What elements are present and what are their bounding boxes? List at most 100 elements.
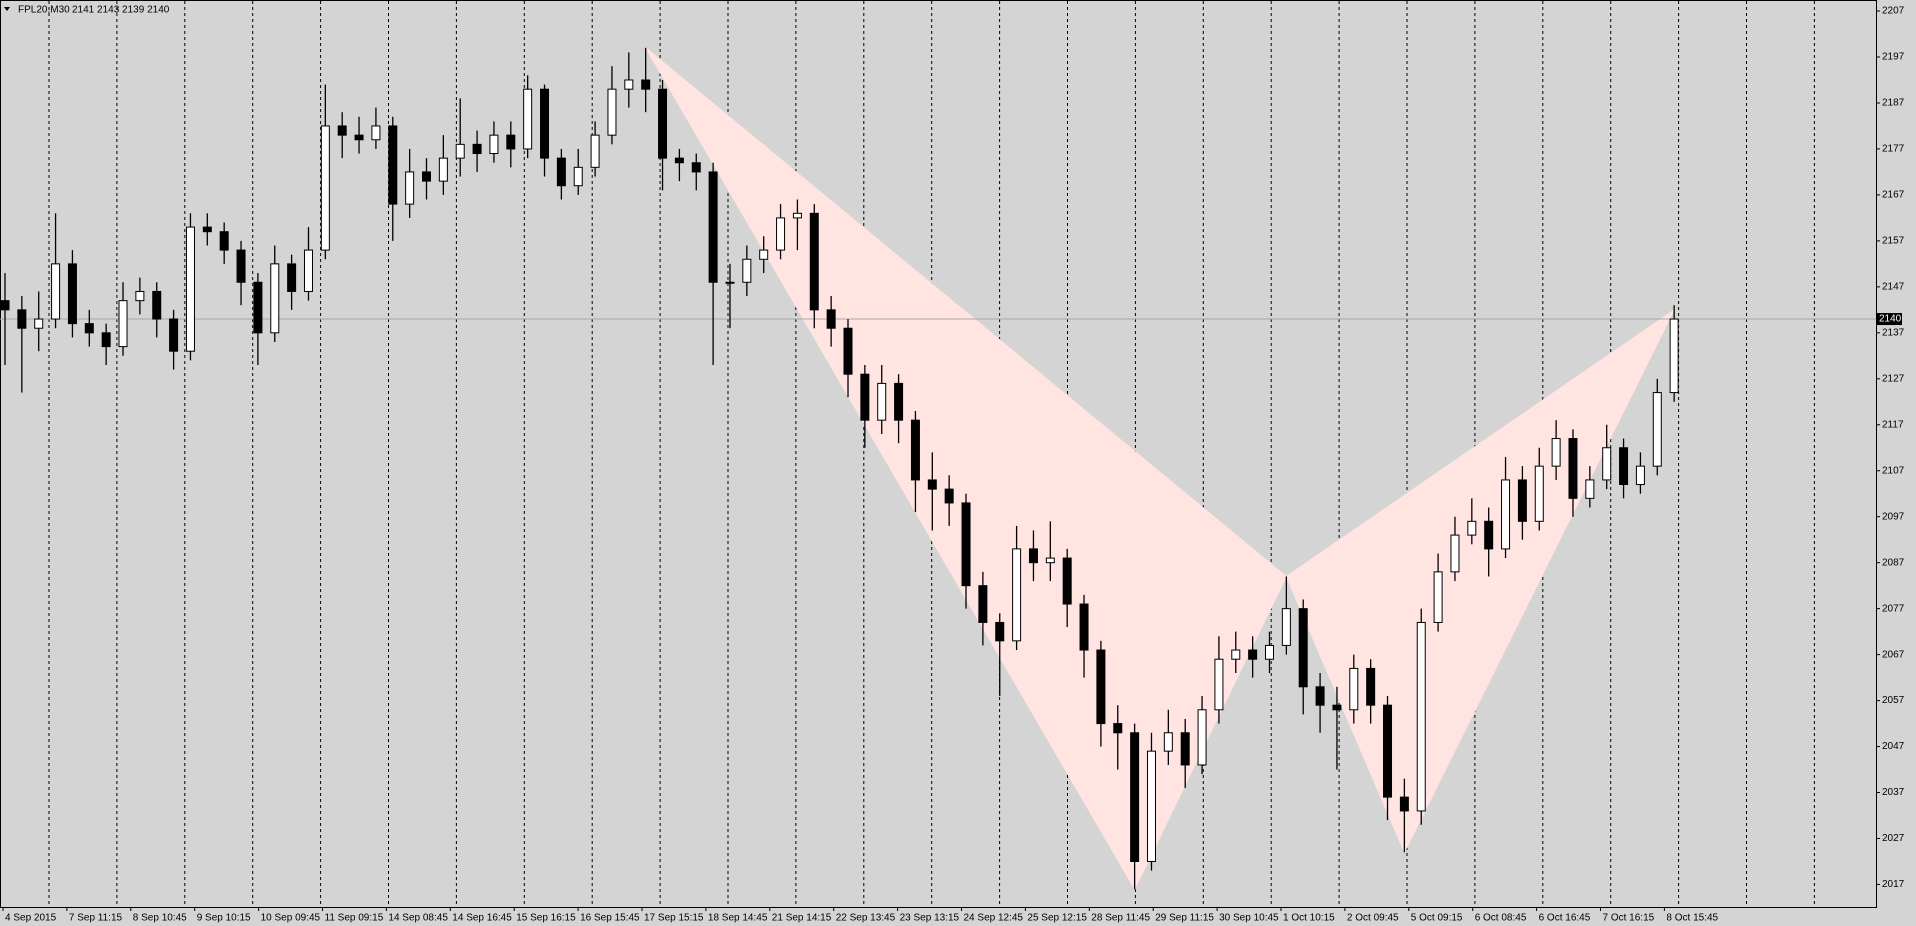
candle-body: [1484, 520, 1494, 550]
candle-body: [169, 318, 179, 352]
candle-body: [573, 166, 583, 187]
x-tick-label: 24 Sep 12:45: [964, 913, 1024, 924]
candle-body: [556, 157, 566, 187]
candle-body: [135, 290, 145, 302]
candle-body: [202, 226, 212, 233]
candle-body: [320, 125, 330, 251]
candle-body: [978, 585, 988, 623]
candle-body: [1130, 732, 1140, 862]
x-tick-label: 11 Sep 09:15: [325, 913, 384, 924]
candle-body: [1568, 438, 1578, 499]
candle-body: [1635, 465, 1645, 486]
symbol-title: FPL20,M30: [18, 5, 70, 16]
x-tick-label: 14 Sep 16:45: [452, 913, 512, 924]
candle-body: [1231, 649, 1241, 660]
candle-body: [641, 79, 651, 90]
candle-body: [118, 300, 128, 348]
x-tick-label: 21 Sep 14:15: [772, 913, 832, 924]
y-tick-label: 2147: [1882, 281, 1905, 292]
candle-body: [101, 332, 111, 348]
x-tick-label: 28 Sep 11:45: [1091, 913, 1150, 924]
y-tick-label: 2177: [1882, 144, 1905, 155]
candle-body: [185, 226, 195, 352]
x-tick-label: 18 Sep 14:45: [708, 913, 768, 924]
y-tick-label: 2197: [1882, 52, 1905, 63]
candle-body: [152, 290, 162, 320]
candle-body: [287, 263, 297, 292]
ohlc-text: 2141 2143 2139 2140: [72, 5, 170, 16]
candle-body: [506, 134, 516, 150]
separators: [48, 1, 1815, 907]
candle-body: [1399, 796, 1409, 812]
candle-body: [1501, 479, 1511, 550]
menu-triangle: [4, 7, 10, 11]
candle-body: [1028, 548, 1038, 564]
x-tick-label: 2 Oct 09:45: [1347, 913, 1399, 924]
candle-body: [961, 502, 971, 587]
candle-body: [1180, 732, 1190, 766]
candle-body: [910, 419, 920, 481]
x-tick-label: 4 Sep 2015: [5, 913, 57, 924]
x-tick-label: 10 Sep 09:45: [261, 913, 321, 924]
x-tick-label: 7 Sep 11:15: [69, 913, 123, 924]
candle-body: [1265, 644, 1274, 660]
candle-body: [894, 382, 904, 421]
x-tick-label: 15 Sep 16:15: [516, 913, 576, 924]
candle-body: [1281, 608, 1291, 646]
y-tick-label: 2017: [1882, 879, 1905, 890]
candle-body: [422, 171, 431, 182]
candle-body: [1669, 318, 1679, 394]
candle-body: [1062, 557, 1072, 605]
candle-body: [1012, 548, 1022, 642]
y-tick-label: 2027: [1882, 833, 1905, 844]
candles: [0, 47, 1679, 890]
candle-body: [1214, 658, 1224, 711]
candle-body: [455, 143, 465, 159]
candle-body: [944, 488, 954, 504]
candle-body: [1517, 479, 1527, 522]
candle-body: [405, 171, 415, 205]
candle-body: [624, 79, 634, 90]
candle-body: [51, 263, 61, 320]
candle-body: [1467, 520, 1477, 536]
candle-body: [1096, 649, 1106, 725]
candle-body: [877, 382, 887, 421]
harmonic-triangle: [645, 47, 1287, 891]
candle-body: [270, 263, 280, 334]
candle-body: [17, 309, 27, 329]
candle-body: [708, 171, 718, 283]
x-tick-label: 6 Oct 16:45: [1539, 913, 1591, 924]
x-tick-label: 5 Oct 09:15: [1411, 913, 1463, 924]
y-tick-label: 2187: [1882, 98, 1905, 109]
y-tick-label: 2077: [1882, 603, 1905, 614]
y-tick-label: 2207: [1882, 6, 1905, 17]
candle-body: [1315, 686, 1325, 706]
y-tick-label: 2127: [1882, 373, 1905, 384]
candle-body: [1416, 621, 1426, 812]
candle-body: [0, 300, 10, 311]
candle-body: [219, 231, 229, 251]
candle-body: [1045, 557, 1055, 564]
y-tick-label: 2167: [1882, 190, 1905, 201]
axes: 2207 2197 2187 2177 2167 2157 2147 2137 2127 2117…: [2, 6, 1905, 924]
candle-body: [236, 249, 246, 283]
candle-body: [1652, 392, 1662, 467]
candle-body: [792, 212, 802, 219]
candle-body: [809, 212, 819, 311]
candle-body: [337, 125, 347, 136]
last-price-label: 2140: [1879, 314, 1902, 325]
candle-body: [489, 134, 499, 155]
candle-body: [759, 249, 769, 260]
y-tick-label: 2117: [1882, 419, 1904, 430]
x-tick-label: 1 Oct 10:15: [1283, 913, 1335, 924]
y-tick-label: 2107: [1882, 465, 1905, 476]
candle-body: [67, 263, 77, 325]
candle-body: [1433, 571, 1443, 623]
candle-body: [860, 373, 870, 421]
candle-body: [1619, 447, 1629, 486]
x-tick-label: 14 Sep 08:45: [388, 913, 448, 924]
y-tick-label: 2097: [1882, 511, 1905, 522]
candle-body: [691, 162, 701, 173]
